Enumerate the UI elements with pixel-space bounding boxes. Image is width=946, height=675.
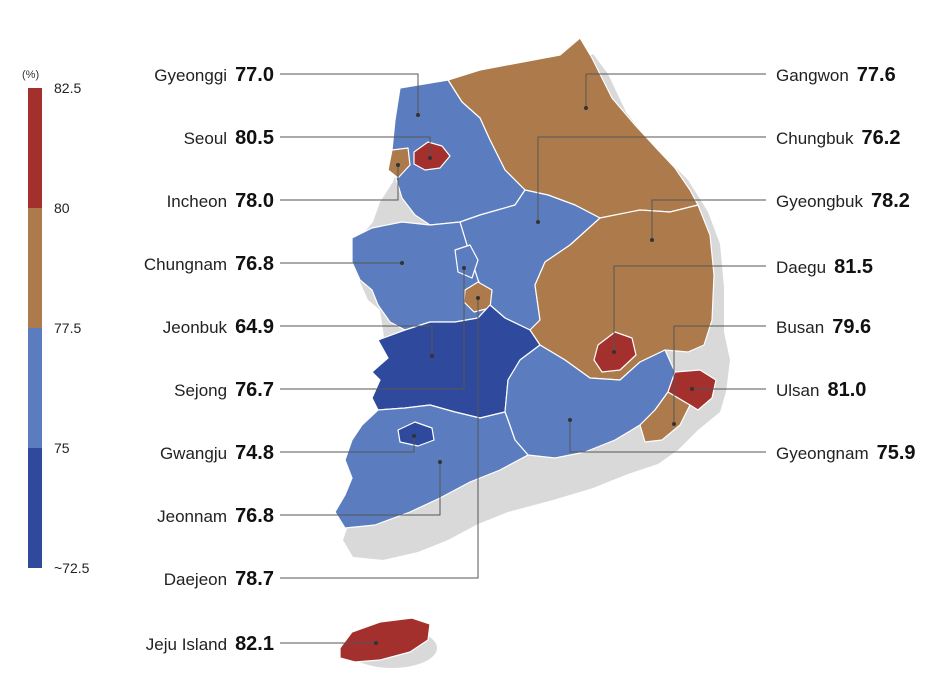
- leader-sejong: [280, 268, 465, 390]
- dot-sejong: [462, 266, 466, 270]
- label-seoul: Seoul 80.5: [184, 127, 274, 149]
- region-busan: [639, 391, 691, 443]
- leader-daejeon: [280, 298, 479, 579]
- region-sejong: [454, 244, 479, 279]
- label-incheon: Incheon 78.0: [167, 190, 274, 212]
- left-labels: Gyeonggi 77.0 Seoul 80.5 Incheon 78.0 Chung…: [144, 64, 274, 655]
- leader-daegu: [613, 265, 766, 352]
- leader-jeonbuk: [280, 325, 433, 356]
- leader-seoul: [280, 136, 431, 158]
- legend-tick-80: 80: [54, 200, 70, 216]
- label-jeonnam: Jeonnam 76.8: [157, 505, 274, 527]
- leader-incheon: [280, 165, 399, 201]
- legend-tick-72-5: ~72.5: [54, 560, 90, 576]
- leader-lines: [280, 73, 766, 645]
- leader-gyeongbuk: [651, 199, 766, 240]
- label-gwangju: Gwangju 74.8: [160, 442, 274, 464]
- region-gwangju: [397, 421, 435, 447]
- dot-gyeongnam: [568, 418, 572, 422]
- legend-band-low: [28, 448, 42, 568]
- label-sejong: Sejong 76.7: [174, 379, 274, 401]
- leader-chungbuk: [537, 136, 766, 222]
- leader-gwangju: [280, 436, 415, 453]
- dot-chungnam: [400, 261, 404, 265]
- dot-daegu: [612, 350, 616, 354]
- right-labels: Gangwon 77.6 Chungbuk 76.2 Gyeongbuk 78.2 D…: [776, 64, 916, 464]
- leader-gyeonggi: [280, 73, 419, 115]
- label-chungbuk: Chungbuk 76.2: [776, 127, 900, 149]
- label-gyeongbuk: Gyeongbuk 78.2: [776, 190, 910, 212]
- dot-gangwon: [584, 106, 588, 110]
- dot-gwangju: [412, 434, 416, 438]
- region-jeonnam: [334, 404, 529, 529]
- leader-gangwon: [585, 73, 766, 108]
- legend-tick-75: 75: [54, 440, 70, 456]
- dot-busan: [672, 422, 676, 426]
- label-busan: Busan 79.6: [776, 316, 871, 338]
- dot-chungbuk: [536, 220, 540, 224]
- label-daejeon: Daejeon 78.7: [164, 568, 274, 590]
- label-gyeonggi: Gyeonggi 77.0: [154, 64, 274, 86]
- label-jeonbuk: Jeonbuk 64.9: [163, 316, 274, 338]
- label-daegu: Daegu 81.5: [776, 256, 873, 278]
- label-gangwon: Gangwon 77.6: [776, 64, 896, 86]
- map-body: [334, 37, 730, 668]
- label-gyeongnam: Gyeongnam 75.9: [776, 442, 916, 464]
- legend-band-high: [28, 88, 42, 208]
- dot-incheon: [396, 163, 400, 167]
- dot-gyeongbuk: [650, 238, 654, 242]
- leader-busan: [673, 325, 766, 424]
- legend-tick-77-5: 77.5: [54, 320, 81, 336]
- legend-unit: (%): [22, 69, 39, 81]
- label-ulsan: Ulsan 81.0: [776, 379, 866, 401]
- dot-jeonbuk: [430, 354, 434, 358]
- dot-daejeon: [476, 296, 480, 300]
- leader-jeonnam: [280, 462, 441, 516]
- region-jeju: [339, 617, 431, 663]
- dot-seoul: [428, 156, 432, 160]
- legend-band-mid-high: [28, 208, 42, 328]
- label-chungnam: Chungnam 76.8: [144, 253, 274, 275]
- dot-ulsan: [690, 387, 694, 391]
- color-legend: (%) 82.5 80 77.5 75 ~72.5: [22, 69, 90, 576]
- legend-tick-82-5: 82.5: [54, 80, 81, 96]
- leader-gyeongnam: [569, 420, 766, 453]
- dot-jeju: [374, 641, 378, 645]
- legend-band-mid-low: [28, 328, 42, 448]
- dot-jeonnam: [438, 460, 442, 464]
- region-incheon: [387, 147, 411, 179]
- dot-gyeonggi: [416, 113, 420, 117]
- label-jeju: Jeju Island 82.1: [146, 633, 274, 655]
